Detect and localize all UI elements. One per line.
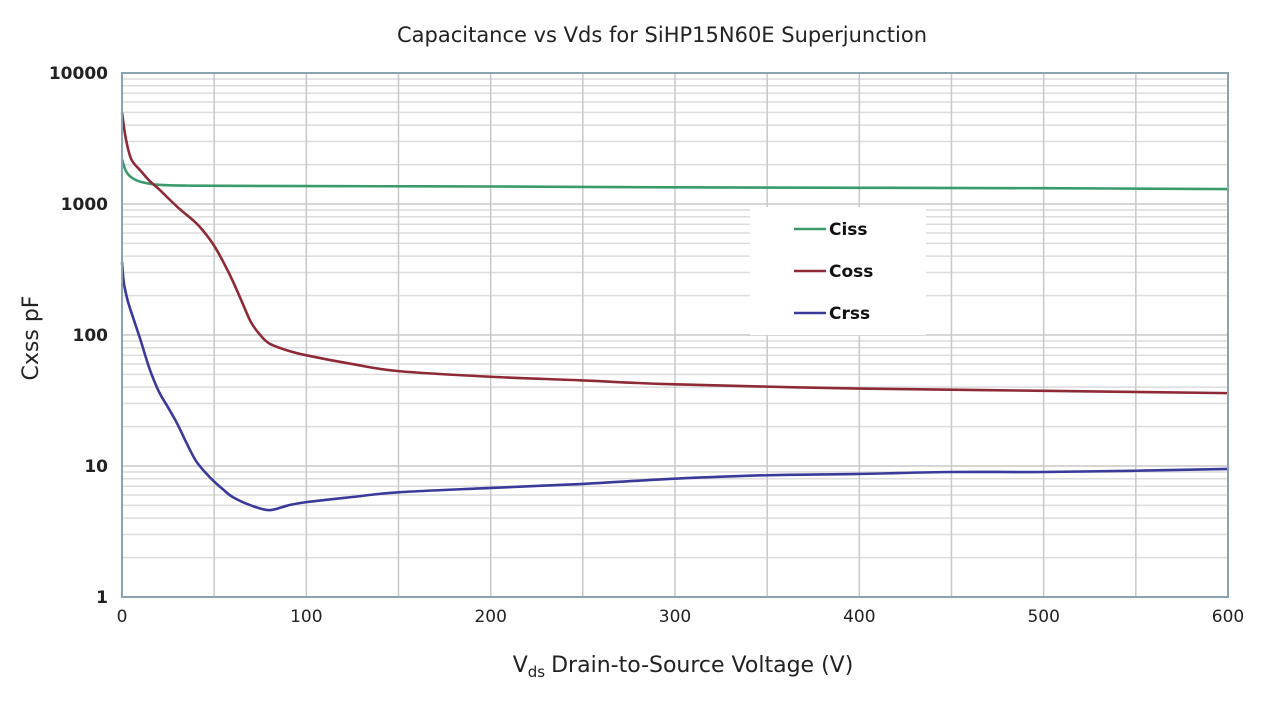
chart-title: Capacitance vs Vds for SiHP15N60E Superj… [397,23,927,47]
x-tick-label: 500 [1027,607,1059,627]
y-tick-label: 10000 [49,64,108,84]
y-tick-labels: 1 10 100 1000 10000 [49,64,108,608]
legend-label-coss: Coss [829,262,873,282]
series-line-coss [120,112,1229,395]
x-axis-label-subscript: ds [528,663,546,681]
y-tick-label: 10 [84,457,108,477]
x-tick-label: 100 [290,607,322,627]
x-tick-label: 200 [474,607,506,627]
x-tick-label: 300 [659,607,691,627]
y-tick-label: 1 [96,588,108,608]
y-tick-label: 100 [73,326,109,346]
series-layer [120,112,1229,512]
y-axis-label: Cxss pF [19,296,44,381]
x-tick-label: 0 [117,607,128,627]
x-axis-label-text: Drain-to-Source Voltage (V) [551,653,853,678]
grid [122,73,1228,598]
series-line-ciss [120,158,1229,191]
x-axis-label-prefix: V [513,653,528,678]
plot-frame [121,72,1229,598]
legend: Ciss Coss Crss [750,207,926,335]
x-axis-label: Vds Drain-to-Source Voltage (V) [513,653,854,681]
legend-box [750,207,926,335]
series-line-crss [120,262,1229,512]
y-tick-label: 1000 [61,195,108,215]
legend-label-ciss: Ciss [829,220,868,240]
legend-label-crss: Crss [829,304,870,324]
x-tick-label: 600 [1212,607,1244,627]
x-tick-label: 400 [843,607,875,627]
x-tick-labels: 0 100 200 300 400 500 600 [117,607,1245,627]
